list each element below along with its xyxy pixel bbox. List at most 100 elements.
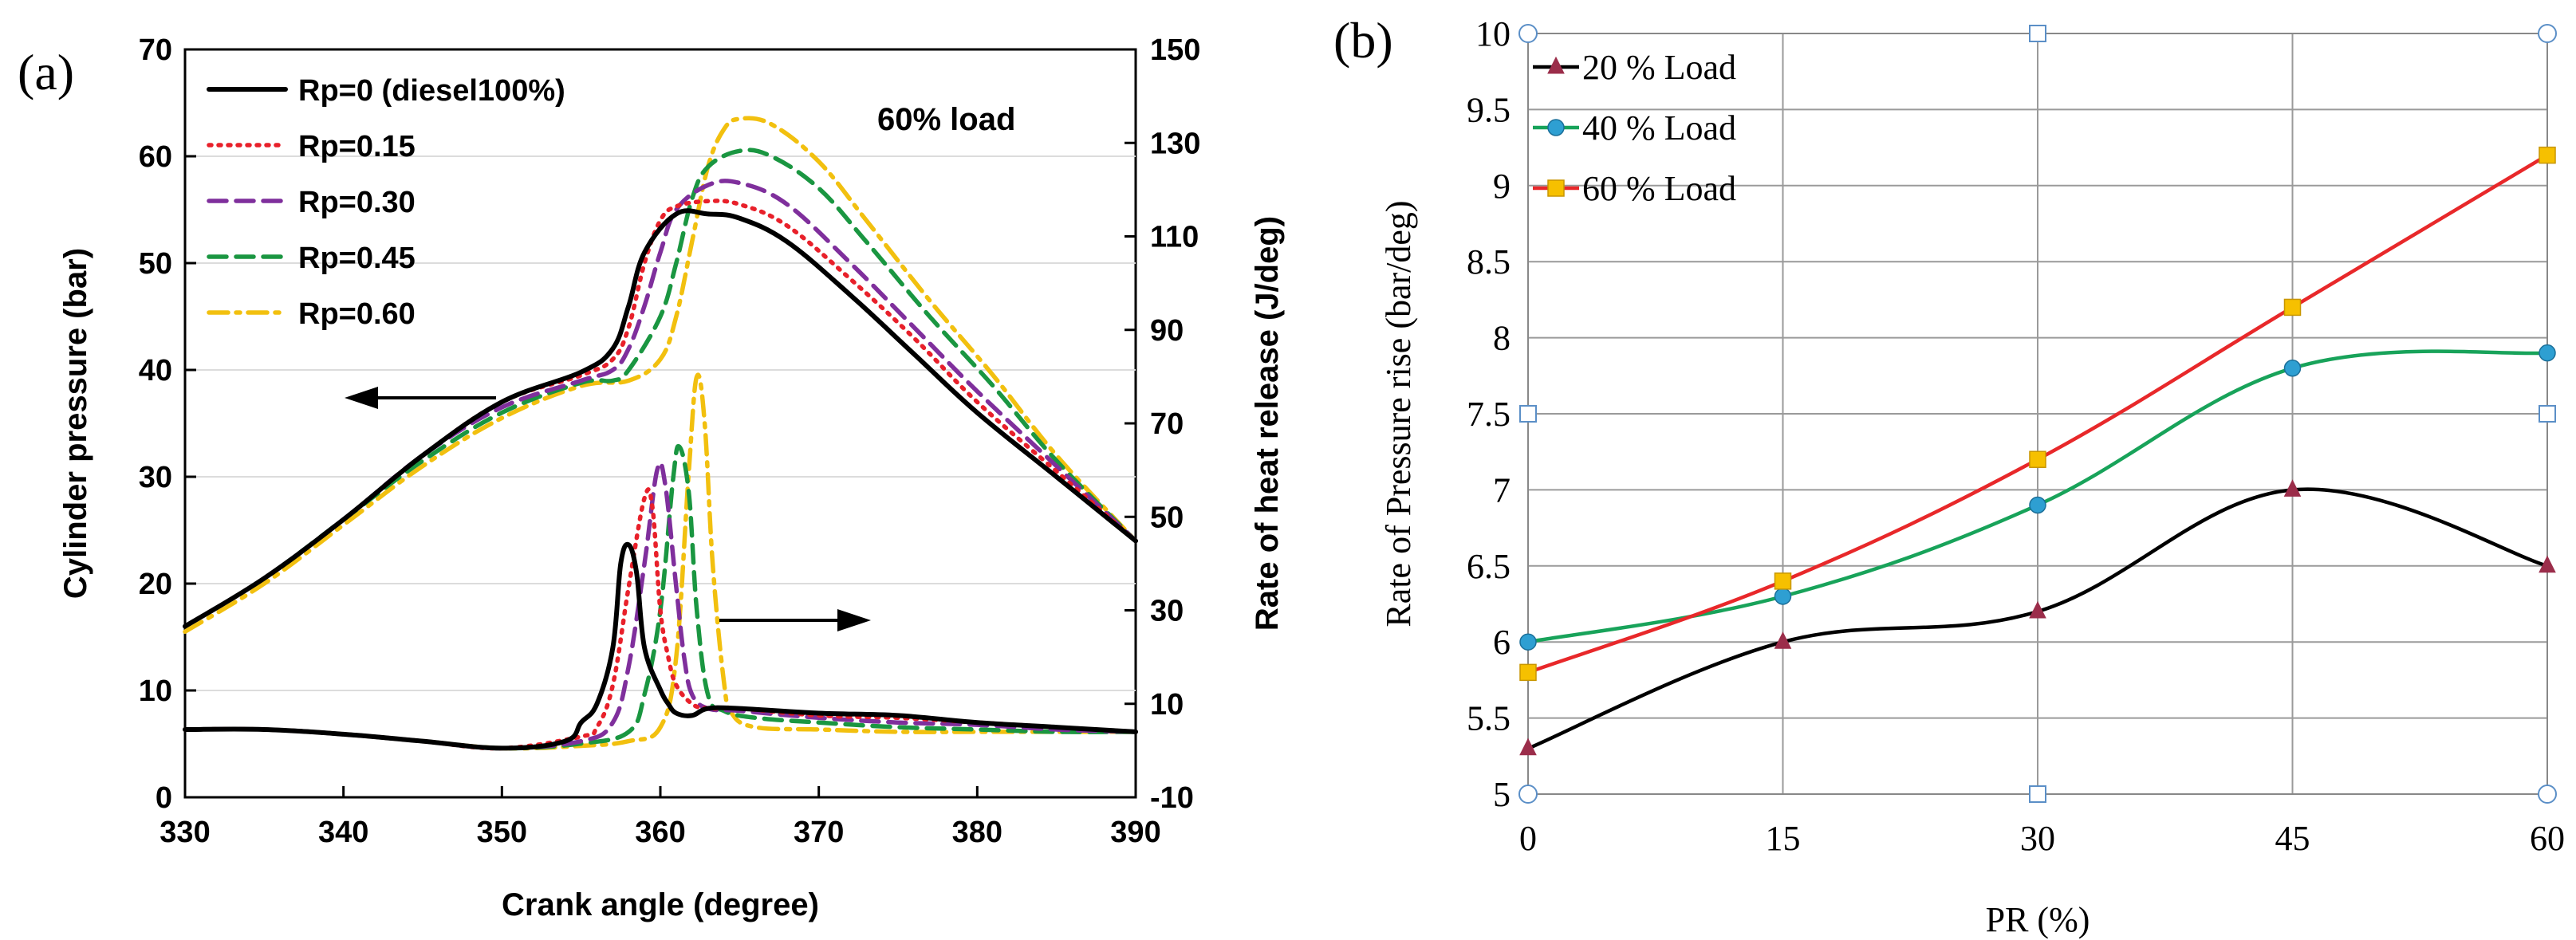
- panel-a-y2-tick-label: 150: [1150, 33, 1200, 67]
- legend-swatch-marker-1: [1547, 119, 1565, 136]
- panel-a-x-tick-label: 380: [952, 816, 1002, 849]
- panel-a-x-tick-label: 330: [160, 816, 210, 849]
- panel-b-x-tick-label: 0: [1519, 819, 1537, 858]
- panel-a-y-tick-label: 60: [139, 140, 172, 174]
- panel-b-x-axis-label: PR (%): [1986, 900, 2090, 939]
- panel-a-gridlines: [185, 155, 1136, 691]
- panel-a-y-tick-label: 50: [139, 247, 172, 281]
- panel-b-x-tick-label: 45: [2275, 819, 2310, 858]
- legend-label-series-2: Rp=0.30: [298, 186, 416, 219]
- legend-label-series-4: Rp=0.60: [298, 297, 416, 331]
- legend-label-0: 20 % Load: [1582, 48, 1736, 87]
- panel-a-y-tick-label: 0: [156, 781, 172, 815]
- panel-a-y2-tick-label: 30: [1150, 595, 1184, 628]
- panel-a-y-axis-label: Cylinder pressure (bar): [58, 248, 93, 599]
- point-series-0-1: [1774, 631, 1792, 649]
- point-series-2-3: [2283, 298, 2302, 317]
- panel-b-y-axis-label: Rate of Pressure rise (bar/deg): [1379, 200, 1418, 627]
- panel-a-chart: (a) 330 340 350 360 370 380 390 0 10 20 30 40 50 60 7…: [18, 33, 1285, 922]
- panel-b-legend: 20 % Load 40 % Load 60 % Load: [1533, 48, 1736, 208]
- panel-a-y2-tick-label: 110: [1150, 221, 1199, 254]
- point-series-1-1: [1774, 588, 1792, 605]
- pressure-line-series-3: [183, 147, 1138, 629]
- panel-a-right-arrow: [719, 609, 871, 631]
- panel-b-y-tick-label: 5: [1493, 775, 1511, 814]
- point-series-2-1: [1774, 572, 1792, 590]
- panel-b-frame-handle: [2539, 405, 2556, 423]
- panel-a-y-tick-label: 40: [139, 354, 172, 387]
- panel-a-y-tick-label: 10: [139, 675, 172, 708]
- panel-b-frame-handle: [1519, 405, 1537, 423]
- panel-a-y2-tick-label: 130: [1150, 127, 1200, 160]
- legend-label-1: 40 % Load: [1582, 108, 1736, 147]
- point-series-2-4: [2539, 146, 2556, 164]
- panel-a-y2-tick-label: 10: [1150, 688, 1184, 722]
- panel-b-frame-handles: [1518, 24, 2557, 804]
- point-series-0-0: [1519, 737, 1537, 756]
- panel-a-load-annotation: 60% load: [877, 102, 1015, 137]
- point-series-1-3: [2283, 360, 2302, 377]
- heat-release-line-series-1: [183, 487, 1138, 751]
- panel-a-x-tick-label: 390: [1110, 816, 1160, 849]
- legend-label-series-0: Rp=0 (diesel100%): [298, 74, 565, 108]
- panel-b-y-tick-label: 8: [1493, 319, 1511, 358]
- legend-label-series-3: Rp=0.45: [298, 242, 416, 275]
- panel-a-y-tick-label: 20: [139, 568, 172, 601]
- panel-b-x-tick-label: 60: [2530, 819, 2565, 858]
- panel-b-y-tick-label: 5.5: [1467, 699, 1511, 738]
- panel-b-y-tick-label: 10: [1475, 14, 1511, 53]
- panel-b-y-tick-label: 6.5: [1467, 547, 1511, 586]
- panel-a-y2-axis-label: Rate of heat release (J/deg): [1250, 216, 1285, 631]
- heat-release-line-series-0: [183, 541, 1138, 751]
- panel-b-frame-handle: [2029, 785, 2046, 803]
- point-series-2-2: [2029, 450, 2046, 468]
- panel-b-frame-handle: [1518, 24, 1538, 43]
- panel-a-y2-tick-label: 50: [1150, 501, 1184, 534]
- legend-swatch-marker-0: [1547, 56, 1565, 74]
- panel-b-label: (b): [1333, 12, 1393, 69]
- panel-a-x-ticks: 330 340 350 360 370 380 390: [160, 786, 1161, 849]
- panel-b-y-tick-label: 7.5: [1467, 395, 1511, 434]
- panel-b-y-tick-label: 9.5: [1467, 90, 1511, 129]
- point-series-1-2: [2029, 496, 2046, 514]
- panel-a-x-tick-label: 360: [635, 816, 685, 849]
- point-series-0-2: [2029, 600, 2046, 619]
- panel-a-series: [183, 116, 1138, 751]
- panel-a-label: (a): [18, 44, 74, 100]
- panel-a-y2-tick-label: 90: [1150, 314, 1184, 348]
- panel-a-legend: Rp=0 (diesel100%) Rp=0.15 Rp=0.30 Rp=0.45 Rp…: [207, 74, 565, 331]
- point-series-0-3: [2283, 479, 2302, 497]
- panel-b-frame-handle: [2029, 25, 2046, 42]
- panel-b-y-tick-label: 6: [1493, 623, 1511, 662]
- panel-b-x-tick-label: 30: [2020, 819, 2055, 858]
- panel-b-y-ticks: 5 5.5 6 6.5 7 7.5 8 8.5 9 9.5 10: [1467, 14, 1511, 814]
- panel-b-y-tick-label: 7: [1493, 470, 1511, 509]
- panel-a-y2-tick-label: -10: [1150, 781, 1194, 815]
- panel-b-frame-handle: [2538, 785, 2557, 804]
- panel-a-y-tick-label: 30: [139, 461, 172, 494]
- panel-a-y-ticks: 0 10 20 30 40 50 60 70: [139, 33, 196, 815]
- pressure-line-series-4: [183, 116, 1138, 635]
- panel-b-y-tick-label: 9: [1493, 167, 1511, 206]
- point-series-1-0: [1519, 633, 1537, 651]
- panel-a-y-tick-label: 70: [139, 33, 172, 67]
- pressure-line-series-0: [183, 208, 1138, 629]
- legend-label-2: 60 % Load: [1582, 169, 1736, 208]
- panel-a-left-arrow: [345, 387, 496, 409]
- panel-b-y-tick-label: 8.5: [1467, 242, 1511, 281]
- legend-swatch-marker-2: [1547, 179, 1565, 197]
- panel-b-frame-handle: [2538, 24, 2557, 43]
- point-series-1-4: [2539, 344, 2556, 362]
- panel-a-x-tick-label: 350: [477, 816, 527, 849]
- point-series-0-4: [2539, 555, 2556, 573]
- panel-b-frame-handle: [1518, 785, 1538, 804]
- panel-a-x-axis-label: Crank angle (degree): [502, 887, 819, 922]
- panel-a-y2-ticks: -10 10 30 50 70 90 110 130 150: [1125, 33, 1200, 815]
- point-series-2-0: [1519, 663, 1537, 682]
- panel-a-y2-tick-label: 70: [1150, 407, 1184, 441]
- panel-a-x-tick-label: 340: [318, 816, 368, 849]
- panel-b-series: [1519, 146, 2556, 756]
- legend-label-series-1: Rp=0.15: [298, 130, 416, 163]
- panel-a-x-tick-label: 370: [794, 816, 844, 849]
